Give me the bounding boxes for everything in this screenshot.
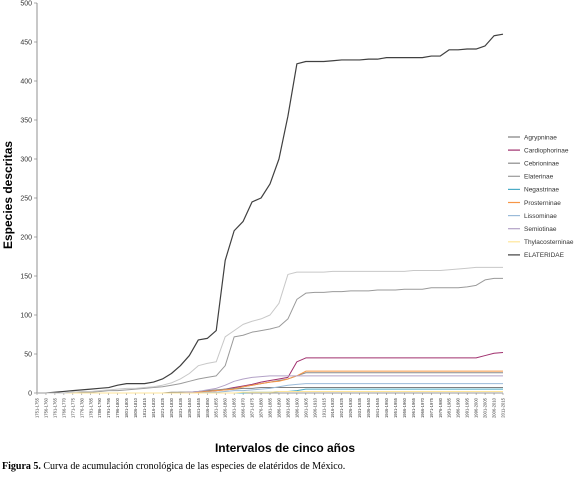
figure-caption: Figura 5. Curva de acumulación cronológi… (2, 461, 578, 472)
legend: Agrypninae Cardiophorinae Cebrioninae Elate… (508, 134, 574, 259)
x-tick-label: 1861-1865 (232, 397, 237, 418)
x-tick-label: 1956-1960 (402, 397, 407, 418)
x-tick-label: 1936-1940 (366, 397, 371, 418)
legend-label: Thylacosterninae (524, 239, 574, 246)
series-line-elateridae (37, 33, 504, 394)
series-line-unlabeled (37, 266, 503, 394)
x-tick-label: 1941-1945 (375, 397, 380, 418)
x-tick-label: 1866-1870 (241, 397, 246, 418)
legend-label: Agrypninae (524, 134, 557, 141)
legend-label: Negastrinae (524, 187, 559, 194)
x-tick-label: 1986-1990 (456, 397, 461, 418)
x-tick-label: 1916-1920 (330, 397, 335, 418)
x-tick-label: 1891-1895 (285, 397, 290, 418)
x-tick-label: 1996-2000 (474, 397, 479, 418)
x-tick-label: 1846-1850 (205, 397, 210, 418)
caption-label: Figura 5. (2, 461, 41, 472)
x-tick-label: 1896-1900 (294, 397, 299, 418)
x-tick-label: 1801-1805 (124, 397, 129, 418)
x-tick-label: 1946-1950 (384, 397, 389, 418)
x-tick-label: 1826-1830 (169, 397, 174, 418)
x-tick-label: 1766-1770 (61, 397, 66, 418)
x-tick-label: 1906-1910 (312, 397, 317, 418)
x-tick-label: 1991-1995 (465, 397, 470, 418)
y-tick-label: 300 (20, 157, 32, 164)
y-tick-label: 350 (20, 118, 32, 125)
x-tick-label: 1961-1965 (411, 397, 416, 418)
y-tick-label: 450 (20, 40, 32, 47)
x-tick-label: 1841-1845 (196, 397, 201, 418)
legend-label: Prosterninae (524, 200, 561, 207)
series-line-thylacosterninae (37, 390, 503, 394)
x-tick-label: 1876-1880 (259, 397, 264, 418)
y-tick-label: 50 (24, 352, 32, 359)
x-tick-label: 1836-1840 (187, 397, 192, 418)
x-tick-label: 1776-1780 (79, 397, 84, 418)
y-tick-label: 250 (20, 196, 32, 203)
x-tick-label: 1971-1975 (429, 397, 434, 418)
legend-label: Cardiophorinae (524, 147, 569, 154)
x-tick-label: 1806-1810 (133, 397, 138, 418)
x-tick-label: 1756-1760 (43, 397, 48, 418)
legend-label: ELATERIDAE (524, 252, 565, 259)
x-tick-label: 1926-1930 (348, 397, 353, 418)
x-tick-label: 1886-1890 (276, 397, 281, 418)
x-tick-label: 1901-1905 (303, 397, 308, 418)
x-tick-label: 1771-1775 (70, 397, 75, 418)
legend-label: Cebrioninae (524, 161, 559, 168)
x-tick-label: 1856-1860 (223, 397, 228, 418)
series-lines (37, 33, 504, 394)
x-tick-label: 1881-1885 (268, 397, 273, 418)
legend-label: Elaterinae (524, 174, 554, 181)
legend-label: Semiotinae (524, 226, 557, 233)
x-tick-label: 1811-1815 (142, 397, 147, 417)
x-tick-label: 1821-1825 (160, 397, 165, 418)
x-tick-label: 1871-1875 (250, 397, 255, 418)
x-axis: 1751-1755 1756-1760 1761-1765 1766-1770 1771… (35, 392, 506, 418)
x-tick-label: 1966-1970 (420, 397, 425, 418)
y-tick-label: 150 (20, 274, 32, 281)
x-tick-label: 1976-1980 (438, 397, 443, 418)
y-axis-title: Especies descritas (1, 141, 15, 249)
x-tick-label: 1851-1855 (214, 397, 219, 418)
x-tick-label: 1921-1925 (339, 397, 344, 418)
y-tick-label: 100 (20, 313, 32, 320)
x-tick-label: 1816-1820 (151, 397, 156, 418)
x-tick-label: 2001-2005 (483, 397, 488, 418)
y-tick-label: 0 (28, 391, 32, 398)
x-tick-label: 1796-1800 (115, 397, 120, 418)
x-tick-label: 1981-1985 (447, 397, 452, 418)
legend-label: Lissominae (524, 213, 557, 220)
series-line-elaterinae (37, 277, 503, 394)
x-tick-label: 2006-2010 (492, 397, 497, 418)
x-tick-label: 1831-1835 (178, 397, 183, 418)
y-tick-label: 200 (20, 235, 32, 242)
x-tick-label: 1951-1955 (393, 397, 398, 418)
x-tick-label: 1931-1935 (357, 397, 362, 418)
y-axis: 0 50 100 150 200 250 300 350 400 450 500 (20, 1, 38, 398)
x-tick-label: 2011-2015 (501, 397, 506, 417)
y-tick-label: 400 (20, 79, 32, 86)
caption-text: Curva de acumulación cronológica de las … (43, 461, 346, 472)
x-tick-label: 1751-1755 (35, 397, 40, 418)
x-tick-label: 1911-1915 (321, 397, 326, 417)
y-tick-label: 500 (20, 1, 32, 8)
x-tick-label: 1786-1790 (97, 397, 102, 418)
x-tick-label: 1781-1785 (88, 397, 93, 418)
x-axis-title: Intervalos de cinco años (215, 441, 355, 455)
x-tick-label: 1791-1795 (106, 397, 111, 418)
x-tick-label: 1761-1765 (52, 397, 57, 418)
